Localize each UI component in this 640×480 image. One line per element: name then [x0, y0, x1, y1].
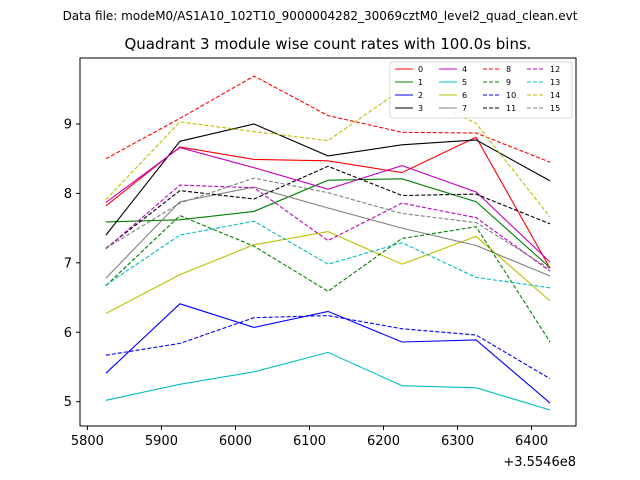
- series-line-0: [105, 136, 551, 269]
- legend-label-8: 8: [506, 65, 511, 74]
- series-line-6: [105, 231, 551, 314]
- plot-area: [79, 57, 577, 427]
- series-line-1: [105, 178, 551, 269]
- series-line-7: [105, 186, 551, 279]
- y-tick-label: 8: [64, 187, 72, 202]
- legend-label-9: 9: [506, 78, 511, 87]
- legend-label-1: 1: [418, 78, 423, 87]
- chart-title: Quadrant 3 module wise count rates with …: [124, 35, 531, 53]
- y-axis: 5 6 7 8 9: [64, 117, 80, 410]
- legend-label-4: 4: [462, 65, 467, 74]
- x-tick-label: 5900: [145, 434, 178, 449]
- series-line-2: [105, 303, 551, 404]
- y-tick-label: 6: [64, 326, 72, 341]
- x-tick-label: 6200: [367, 434, 400, 449]
- series-line-10: [105, 315, 551, 380]
- x-tick-label: 5800: [71, 434, 104, 449]
- x-tick-label: 6300: [441, 434, 474, 449]
- x-tick-label: 6400: [515, 434, 548, 449]
- series-line-15: [105, 177, 551, 270]
- legend-label-14: 14: [550, 91, 560, 100]
- series-line-9: [105, 214, 551, 343]
- legend-label-6: 6: [462, 91, 467, 100]
- chart-suptitle: Data file: modeM0/AS1A10_102T10_90000042…: [63, 9, 578, 23]
- series-line-11: [105, 165, 551, 249]
- legend-label-13: 13: [550, 78, 560, 87]
- series-group: [105, 75, 551, 411]
- legend-label-5: 5: [462, 78, 467, 87]
- series-line-8: [105, 75, 551, 163]
- series-line-14: [105, 88, 551, 218]
- legend-label-2: 2: [418, 91, 423, 100]
- series-line-5: [105, 351, 551, 411]
- series-line-4: [105, 146, 551, 263]
- legend-label-0: 0: [418, 65, 423, 74]
- legend-label-3: 3: [418, 104, 423, 113]
- series-line-12: [105, 184, 551, 272]
- x-offset-label: +3.5546e8: [503, 455, 576, 470]
- legend-label-15: 15: [550, 104, 560, 113]
- y-tick-label: 9: [64, 117, 72, 132]
- x-tick-label: 6100: [293, 434, 326, 449]
- y-tick-label: 7: [64, 256, 72, 271]
- series-line-3: [105, 123, 551, 236]
- legend-label-10: 10: [506, 91, 516, 100]
- legend-label-12: 12: [550, 65, 560, 74]
- legend-label-7: 7: [462, 104, 467, 113]
- x-tick-label: 6000: [219, 434, 252, 449]
- series-line-13: [105, 220, 551, 289]
- legend-label-11: 11: [506, 104, 516, 113]
- legend-frame: [389, 61, 573, 119]
- y-tick-label: 5: [64, 395, 72, 410]
- x-axis: 5800 5900 6000 6100 6200 6300 6400: [71, 426, 548, 449]
